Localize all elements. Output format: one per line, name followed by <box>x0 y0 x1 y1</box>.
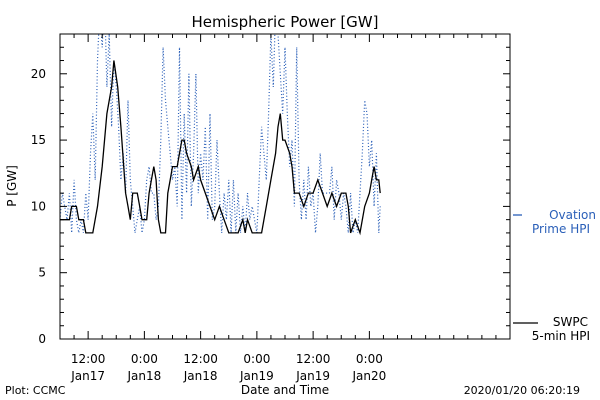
x-tick-label-date: Jan18 <box>126 369 161 383</box>
series-line-ovation-prime <box>60 34 381 234</box>
x-tick-label-time: 0:00 <box>356 352 383 366</box>
y-axis-ticks: 0 5 10 15 20 <box>31 33 510 346</box>
x-tick-label-time: 0:00 <box>131 352 158 366</box>
x-tick-label-date: Jan20 <box>351 369 386 383</box>
plot-credit: Plot: CCMC <box>5 384 66 397</box>
y-axis-label: P [GW] <box>5 165 19 207</box>
plot-frame <box>59 33 511 340</box>
y-tick-label: 15 <box>31 133 46 147</box>
y-tick-label: 10 <box>31 199 46 213</box>
x-tick-label-time: 12:00 <box>71 352 106 366</box>
series-layer <box>60 34 381 236</box>
y-tick-label: 20 <box>31 67 46 81</box>
y-tick-label: 5 <box>38 266 46 280</box>
x-axis-label: Date and Time <box>241 383 329 397</box>
y-tick-label: 0 <box>38 332 46 346</box>
x-tick-label-date: Jan17 <box>70 369 105 383</box>
series-line-swpc <box>60 60 381 236</box>
legend-label-swpc: 5-min HPI <box>532 329 590 343</box>
legend-label-ovation: Prime HPI <box>532 222 590 236</box>
x-tick-label-time: 0:00 <box>243 352 270 366</box>
legend-label-ovation: Ovation <box>549 208 596 222</box>
x-tick-label-date: Jan19 <box>239 369 274 383</box>
plot-timestamp: 2020/01/20 06:20:19 <box>464 384 580 397</box>
x-tick-label-date: Jan18 <box>183 369 218 383</box>
legend-label-swpc: SWPC <box>553 315 588 329</box>
x-tick-label-time: 12:00 <box>296 352 331 366</box>
x-tick-label-time: 12:00 <box>183 352 218 366</box>
chart-title: Hemispheric Power [GW] <box>192 13 379 31</box>
x-axis-ticks: 12:00 Jan17 0:00 Jan18 12:00 Jan18 0:00 Jan19 12… <box>59 34 511 383</box>
x-tick-label-date: Jan19 <box>295 369 330 383</box>
